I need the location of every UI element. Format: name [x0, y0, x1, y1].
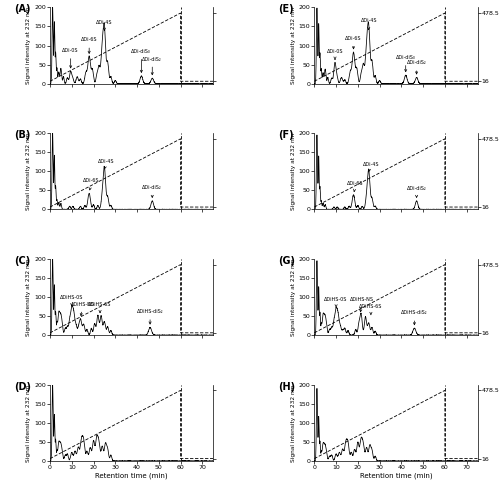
Text: ΔDi-4S: ΔDi-4S: [360, 18, 377, 30]
Y-axis label: Signal intensity at 232 nm: Signal intensity at 232 nm: [26, 7, 32, 84]
Text: ΔDi-diS₂: ΔDi-diS₂: [142, 57, 162, 75]
Text: ΔDi-4S: ΔDi-4S: [362, 162, 379, 171]
Text: (G): (G): [278, 256, 295, 266]
X-axis label: Retention time (min): Retention time (min): [360, 473, 432, 479]
Text: ΔDi-0S: ΔDi-0S: [327, 49, 343, 60]
Text: ΔDiHS-NS: ΔDiHS-NS: [70, 302, 94, 316]
Text: ΔDi-6S: ΔDi-6S: [83, 178, 100, 190]
Text: (B): (B): [14, 130, 30, 140]
Text: (C): (C): [14, 256, 30, 266]
Y-axis label: Signal intensity at 232 nm: Signal intensity at 232 nm: [26, 384, 32, 461]
Text: ΔDiHS-diS₂: ΔDiHS-diS₂: [401, 311, 427, 325]
Text: ΔDiHS-diS₂: ΔDiHS-diS₂: [137, 309, 164, 324]
Y-axis label: Signal intensity at 232 nm: Signal intensity at 232 nm: [290, 258, 296, 336]
X-axis label: Retention time (min): Retention time (min): [96, 473, 168, 479]
Text: ΔDiHS-6S: ΔDiHS-6S: [359, 304, 382, 315]
Text: ΔDi-6S: ΔDi-6S: [81, 37, 98, 53]
Y-axis label: Signal intensity at 232 nm: Signal intensity at 232 nm: [290, 7, 296, 84]
Text: ΔDi-diS₂: ΔDi-diS₂: [406, 186, 426, 198]
Y-axis label: Signal intensity at 232 nm: Signal intensity at 232 nm: [290, 384, 296, 461]
Text: ΔDiHS-NS: ΔDiHS-NS: [350, 297, 374, 312]
Text: ΔDi-diS₂: ΔDi-diS₂: [406, 60, 426, 74]
Text: ΔDiHS-6S: ΔDiHS-6S: [88, 302, 112, 313]
Y-axis label: Signal intensity at 232 nm: Signal intensity at 232 nm: [26, 258, 32, 336]
Text: (F): (F): [278, 130, 294, 140]
Text: ΔDi-6S: ΔDi-6S: [348, 181, 364, 192]
Text: (H): (H): [278, 382, 295, 391]
Text: (E): (E): [278, 4, 294, 14]
Text: ΔDi-0S: ΔDi-0S: [62, 48, 79, 68]
Y-axis label: Signal intensity at 232 nm: Signal intensity at 232 nm: [290, 133, 296, 210]
Text: ΔDiHS-0S: ΔDiHS-0S: [60, 295, 84, 306]
Text: ΔDi-4S: ΔDi-4S: [96, 20, 112, 31]
Text: ΔDi-4S: ΔDi-4S: [98, 159, 115, 169]
Text: (A): (A): [14, 4, 30, 14]
Y-axis label: Signal intensity at 232 nm: Signal intensity at 232 nm: [26, 133, 32, 210]
Text: (D): (D): [14, 382, 31, 391]
Text: ΔDi-diS₂: ΔDi-diS₂: [142, 185, 162, 198]
Text: ΔDiHS-0S: ΔDiHS-0S: [324, 297, 348, 307]
Text: ΔDi-diS₀: ΔDi-diS₀: [396, 55, 415, 71]
Text: ΔDi-6S: ΔDi-6S: [345, 36, 362, 49]
Text: ΔDi-diS₀: ΔDi-diS₀: [132, 49, 152, 72]
